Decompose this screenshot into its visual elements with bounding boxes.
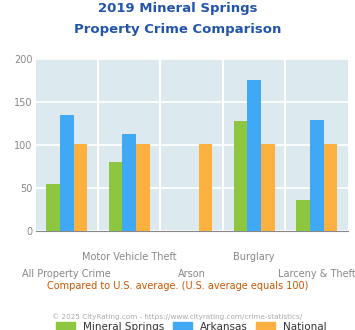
Bar: [247, 80, 261, 231]
Bar: [122, 134, 136, 231]
Text: Larceny & Theft: Larceny & Theft: [278, 269, 355, 279]
Bar: [136, 144, 150, 231]
Legend: Mineral Springs, Arkansas, National: Mineral Springs, Arkansas, National: [56, 322, 327, 330]
Bar: [296, 200, 310, 231]
Bar: [234, 121, 247, 231]
Text: Property Crime Comparison: Property Crime Comparison: [74, 23, 281, 36]
Text: All Property Crime: All Property Crime: [22, 269, 111, 279]
Bar: [46, 184, 60, 231]
Bar: [261, 144, 275, 231]
Text: Motor Vehicle Theft: Motor Vehicle Theft: [82, 251, 176, 262]
Bar: [109, 162, 122, 231]
Text: © 2025 CityRating.com - https://www.cityrating.com/crime-statistics/: © 2025 CityRating.com - https://www.city…: [53, 314, 302, 320]
Bar: [323, 144, 337, 231]
Bar: [198, 144, 212, 231]
Text: 2019 Mineral Springs: 2019 Mineral Springs: [98, 2, 257, 15]
Bar: [310, 120, 323, 231]
Text: Burglary: Burglary: [234, 251, 275, 262]
Text: Compared to U.S. average. (U.S. average equals 100): Compared to U.S. average. (U.S. average …: [47, 281, 308, 291]
Bar: [60, 115, 73, 231]
Bar: [73, 144, 87, 231]
Text: Arson: Arson: [178, 269, 206, 279]
